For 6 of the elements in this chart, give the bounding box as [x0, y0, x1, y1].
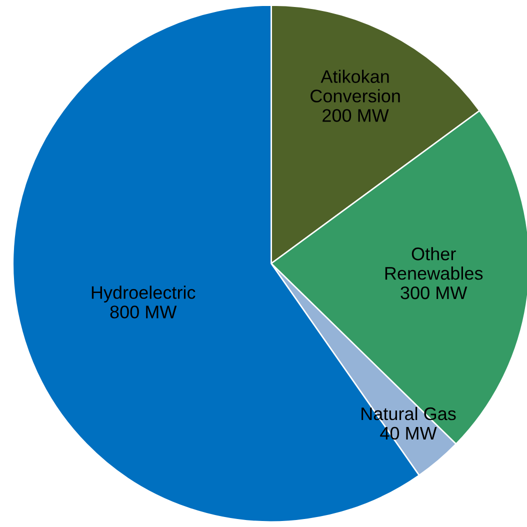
slice-label: Atikokan Conversion: [310, 70, 400, 102]
slice-label: Other Renewables: [385, 247, 483, 280]
slice-label: Hydroelectric: [92, 286, 196, 303]
data-label: 300 MW: [400, 286, 468, 300]
data-label: 800 MW: [110, 306, 177, 318]
data-label: 200 MW: [322, 109, 389, 122]
